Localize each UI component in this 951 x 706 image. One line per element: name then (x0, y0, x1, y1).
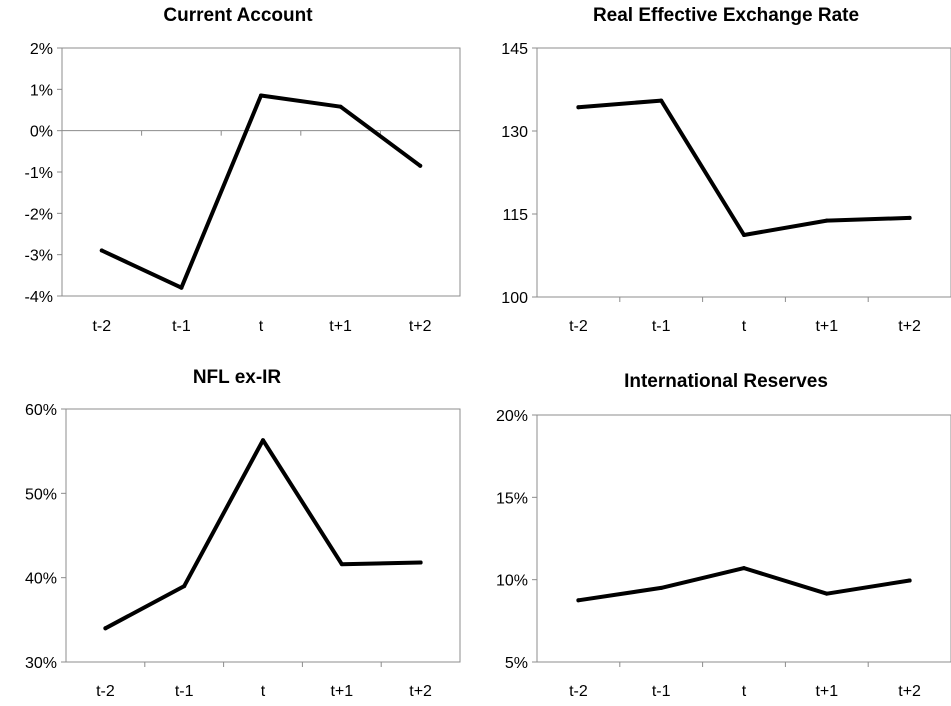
series-line (576, 566, 912, 603)
data-point (907, 578, 912, 583)
chart-real-effective-exchange-rate: Real Effective Exchange Rate 145 130 115 100… (476, 0, 951, 350)
x-tick-label: t+1 (330, 683, 353, 700)
x-tick-label: t-2 (569, 318, 588, 335)
y-tick-label: -4% (25, 289, 53, 306)
chart-current-account: Current Account 2% 1% 0% -1% -2% -3% -4% t-2 t-1 t… (0, 0, 470, 350)
x-tick-label: t+2 (898, 683, 921, 700)
x-tick-label: t+2 (409, 683, 432, 700)
data-point (182, 584, 187, 589)
y-tick-label: -2% (25, 206, 53, 223)
plot-frame (536, 47, 951, 298)
x-tick-label: t (742, 683, 747, 700)
x-tick-label: t+1 (815, 683, 838, 700)
series-line (103, 438, 423, 631)
plot-frame (65, 408, 461, 663)
data-point (339, 562, 344, 567)
data-point (742, 566, 746, 571)
chart-svg: Real Effective Exchange Rate 145 130 115 100… (501, 5, 951, 335)
data-point (659, 98, 664, 103)
y-tick-label: 145 (501, 41, 528, 58)
y-tick-label: -1% (25, 165, 53, 182)
data-point (742, 233, 746, 238)
x-tick-label: t-1 (175, 683, 194, 700)
chart-title: NFL ex-IR (193, 367, 282, 388)
y-tick-label: -3% (25, 248, 53, 265)
y-tick-label: 5% (505, 655, 528, 672)
y-tick-label: 30% (25, 655, 57, 672)
data-point (103, 626, 108, 631)
y-tick-label: 10% (496, 573, 528, 590)
x-tick-label: t-1 (652, 683, 671, 700)
y-tick-label: 100 (501, 290, 528, 307)
x-tick-label: t+1 (329, 318, 352, 335)
x-tick-label: t (259, 318, 264, 335)
y-tick-label: 0% (30, 124, 53, 141)
data-point (179, 285, 184, 290)
x-tick-label: t (742, 318, 747, 335)
chart-international-reserves: International Reserves 20% 15% 10% 5% t-2 t-1 t… (476, 353, 951, 706)
chart-title: Current Account (163, 5, 313, 26)
x-tick-label: t+2 (898, 318, 921, 335)
y-tick-label: 40% (25, 571, 57, 588)
x-tick-label: t (261, 683, 266, 700)
data-point (824, 218, 829, 223)
data-point (259, 93, 263, 98)
y-tick-label: 50% (25, 486, 57, 503)
chart-svg: International Reserves 20% 15% 10% 5% t-2 t-1 t… (496, 371, 951, 700)
data-point (338, 104, 343, 109)
data-point (261, 438, 265, 443)
x-tick-label: t-1 (172, 318, 191, 335)
data-point (99, 248, 104, 253)
y-tick-label: 60% (25, 402, 57, 419)
x-tick-label: t+2 (409, 318, 432, 335)
x-tick-label: t-2 (96, 683, 115, 700)
chart-svg: Current Account 2% 1% 0% -1% -2% -3% -4% t-2 t-1 t… (25, 5, 461, 335)
plot-frame (536, 414, 951, 663)
data-point (576, 105, 581, 110)
data-point (576, 598, 581, 603)
y-tick-label: 115 (502, 207, 528, 224)
y-tick-label: 2% (30, 41, 53, 58)
x-tick-label: t-1 (652, 318, 671, 335)
series-line (99, 93, 423, 290)
x-tick-label: t-2 (569, 683, 588, 700)
data-point (907, 215, 912, 220)
chart-title: Real Effective Exchange Rate (593, 5, 859, 26)
chart-title: International Reserves (624, 371, 828, 392)
chart-svg: NFL ex-IR 60% 50% 40% 30% t-2 t-1 t t+1 t+2 (25, 367, 461, 700)
data-point (418, 163, 423, 168)
data-point (659, 585, 664, 590)
data-point (418, 560, 423, 565)
y-tick-label: 1% (30, 82, 53, 99)
y-tick-label: 15% (496, 490, 528, 507)
y-tick-label: 130 (501, 124, 528, 141)
y-tick-label: 20% (496, 408, 528, 425)
x-tick-label: t-2 (92, 318, 111, 335)
series-line (576, 98, 912, 237)
x-tick-label: t+1 (815, 318, 838, 335)
data-point (824, 591, 829, 596)
chart-nfl-ex-ir: NFL ex-IR 60% 50% 40% 30% t-2 t-1 t t+1 t+2 (0, 353, 470, 706)
